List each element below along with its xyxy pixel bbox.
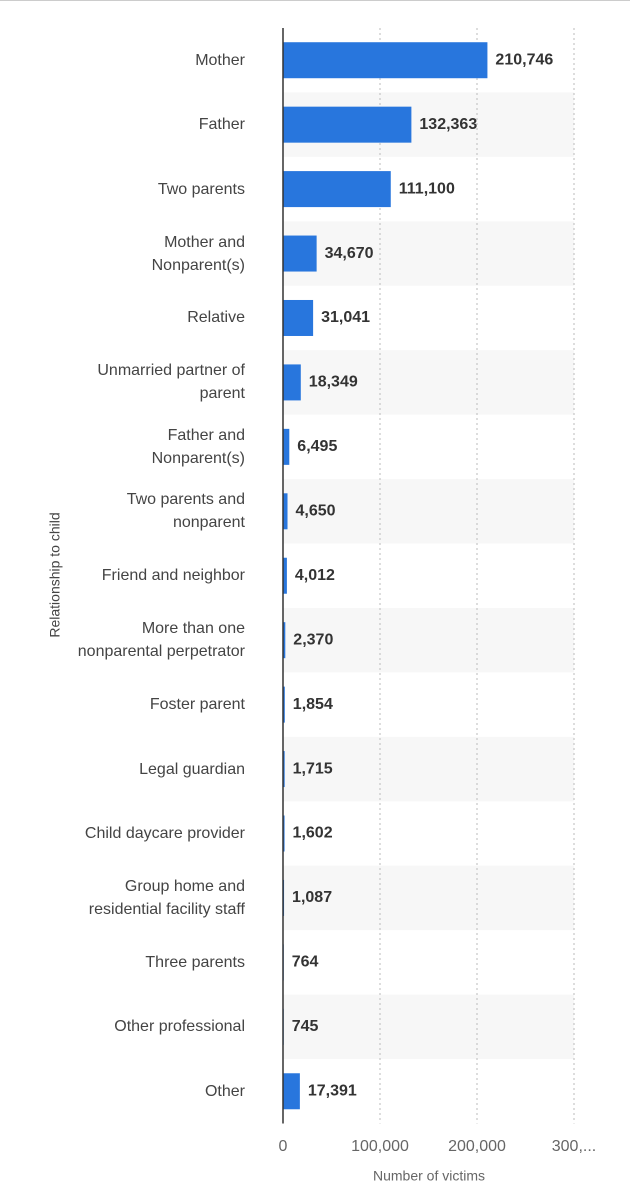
- y-tick-label: Child daycare provider: [84, 825, 245, 842]
- y-tick-label: Father and Nonparent(s): [151, 426, 245, 467]
- bar: [283, 1073, 300, 1110]
- data-label: 745: [292, 1018, 319, 1035]
- bar: [283, 42, 488, 79]
- row-stripe: [283, 350, 574, 415]
- y-tick-label: Two parents: [157, 180, 245, 198]
- bar: [283, 751, 285, 788]
- data-label: 18,349: [309, 374, 358, 391]
- data-label: 34,670: [325, 245, 374, 262]
- data-label: 210,746: [495, 51, 553, 68]
- row-stripe: [283, 994, 574, 1060]
- bar: [283, 171, 391, 208]
- row-stripe: [283, 221, 574, 286]
- data-label: 1,602: [293, 825, 333, 842]
- y-tick-label: Two parents and nonparent: [126, 491, 245, 532]
- y-tick-label: Other: [204, 1082, 245, 1100]
- y-tick-label: More than one nonparental perpetrator: [77, 620, 245, 661]
- bar: [283, 557, 287, 594]
- data-label: 4,650: [296, 503, 336, 520]
- row-stripe: [283, 607, 574, 673]
- data-label: 764: [292, 954, 319, 971]
- y-tick-label: Unmarried partner of parent: [97, 362, 245, 403]
- data-label: 4,012: [295, 567, 335, 584]
- data-label: 1,715: [293, 760, 333, 777]
- y-axis-label: Relationship to child: [47, 512, 63, 637]
- data-label: 111,100: [399, 180, 455, 197]
- y-tick-label: Friend and neighbor: [101, 567, 245, 585]
- x-tick-label: 100,000: [351, 1138, 409, 1155]
- bar: [283, 815, 285, 852]
- data-label: 31,041: [321, 309, 370, 326]
- y-tick-label: Mother: [195, 51, 245, 69]
- bar: [283, 299, 314, 336]
- bar: [283, 235, 317, 272]
- data-label: 1,854: [293, 696, 333, 713]
- data-label: 132,363: [419, 116, 477, 133]
- x-tick-label: 200,000: [448, 1138, 506, 1155]
- x-tick-label: 300,...: [552, 1138, 596, 1155]
- bar: [283, 686, 285, 723]
- x-tick-label: 0: [279, 1138, 288, 1155]
- row-stripe: [283, 479, 574, 544]
- bar: [283, 106, 412, 143]
- x-axis-label: Number of victims: [373, 1168, 485, 1184]
- data-label: 6,495: [297, 438, 337, 455]
- bar: [283, 622, 286, 659]
- y-tick-label: Father: [198, 116, 245, 134]
- data-label: 2,370: [293, 631, 333, 648]
- bar: [283, 493, 288, 530]
- y-tick-label: Legal guardian: [139, 760, 245, 778]
- data-label: 1,087: [292, 889, 332, 906]
- y-tick-label: Group home and residential facility staf…: [88, 877, 245, 918]
- row-stripe: [283, 736, 574, 802]
- y-tick-label: Three parents: [145, 953, 245, 971]
- bar: [283, 364, 301, 401]
- y-tick-label: Mother and Nonparent(s): [151, 233, 245, 274]
- y-tick-label: Foster parent: [149, 696, 245, 714]
- row-stripe: [283, 865, 574, 931]
- y-tick-label: Relative: [187, 309, 245, 327]
- data-label: 17,391: [308, 1082, 357, 1099]
- y-tick-label: Other professional: [114, 1018, 245, 1036]
- bar: [283, 428, 290, 465]
